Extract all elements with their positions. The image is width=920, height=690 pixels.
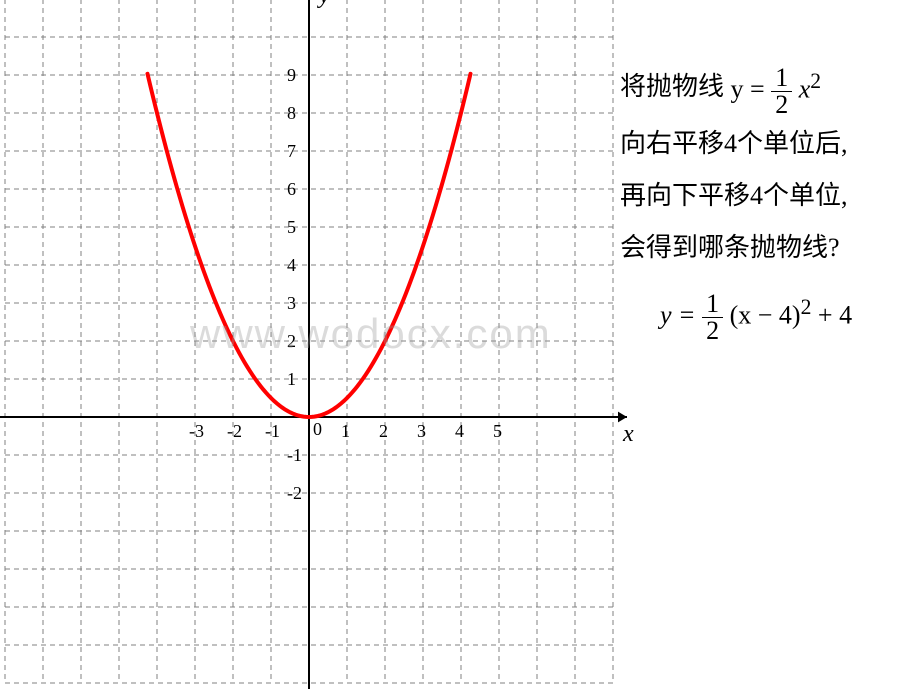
svg-text:3: 3 [287, 293, 296, 313]
svg-text:-3: -3 [189, 421, 204, 441]
q-line4: 会得到哪条抛物线? [620, 222, 920, 274]
svg-text:-1: -1 [265, 421, 280, 441]
q-line3: 再向下平移4个单位, [620, 170, 920, 222]
svg-text:1: 1 [341, 421, 350, 441]
svg-text:2: 2 [287, 331, 296, 351]
question-block: 将抛物线 y = 1 2 x2 向右平移4个单位后, 再向下平移4个单位, 会得… [620, 60, 920, 344]
svg-text:1: 1 [287, 369, 296, 389]
svg-text:7: 7 [287, 141, 296, 161]
svg-text:4: 4 [287, 255, 296, 275]
svg-text:5: 5 [287, 217, 296, 237]
q-line2: 向右平移4个单位后, [620, 118, 920, 170]
svg-text:5: 5 [493, 421, 502, 441]
svg-text:3: 3 [417, 421, 426, 441]
svg-text:-2: -2 [227, 421, 242, 441]
svg-text:-1: -1 [287, 445, 302, 465]
svg-text:y: y [317, 0, 330, 9]
svg-text:4: 4 [455, 421, 464, 441]
svg-text:0: 0 [313, 419, 322, 439]
svg-text:2: 2 [379, 421, 388, 441]
svg-text:-2: -2 [287, 483, 302, 503]
svg-text:x: x [622, 421, 634, 447]
q-line1-prefix: 将抛物线 [620, 72, 724, 101]
frac-half: 1 2 [771, 65, 792, 118]
eq-original: y = 1 2 x2 [731, 60, 822, 118]
svg-text:8: 8 [287, 103, 296, 123]
frac-half-2: 1 2 [702, 291, 723, 344]
answer-equation: y = 1 2 (x − 4)2 + 4 [660, 286, 920, 344]
svg-text:9: 9 [287, 65, 296, 85]
svg-text:6: 6 [287, 179, 296, 199]
